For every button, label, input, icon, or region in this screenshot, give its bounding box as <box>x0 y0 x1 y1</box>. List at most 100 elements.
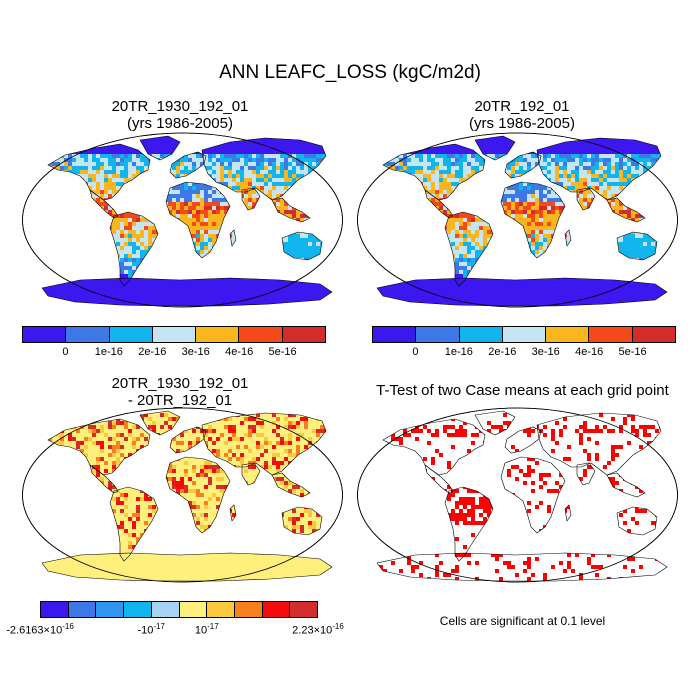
coastline-india <box>576 187 596 211</box>
coastline-camerica <box>424 189 454 219</box>
panel-title-diff: 20TR_1930_192_01 - 20TR_192_01 <box>30 375 330 409</box>
coastline-samerica <box>444 486 494 562</box>
coastline-africa <box>165 181 231 259</box>
colorbar-diff: -2.6163×10-16 -10-17 10-17 2.23×10-16 <box>6 601 344 641</box>
colorbar-swatch <box>459 327 503 342</box>
colorbar-swatch <box>589 327 633 342</box>
coastline-australia <box>616 231 658 261</box>
coastline-camerica <box>89 189 119 219</box>
colorbar-swatch <box>632 327 675 342</box>
coastline-europe <box>504 151 542 179</box>
colorbar-tick-exponent: -16 <box>332 622 344 631</box>
colorbar-tick-exponent: -17 <box>207 622 219 631</box>
coastline-africa <box>500 181 566 259</box>
coastline-namerica <box>47 418 151 476</box>
coastline-madagascar <box>229 229 237 247</box>
panel-title-ttest: T-Test of two Case means at each grid po… <box>350 382 695 399</box>
coastline-seasia <box>271 472 311 498</box>
panel-title-diff-line1: 20TR_1930_192_01 <box>111 375 249 392</box>
colorbar-tick: 3e-16 <box>531 346 560 358</box>
coastline-africa <box>165 456 231 534</box>
coastline-antarctica <box>376 277 668 307</box>
colorbar-tick-base: -2.6163×10 <box>6 624 63 637</box>
colorbar-swatch <box>262 602 291 617</box>
colorbar-tick-exponent: -17 <box>153 622 165 631</box>
colorbar-case2: 0 1e-16 2e-16 3e-16 4e-16 5e-16 <box>372 326 676 366</box>
colorbar-tick-exponent: -16 <box>62 622 74 631</box>
coastline-europe <box>169 151 207 179</box>
colorbar-swatch <box>282 327 325 342</box>
coastline-camerica <box>89 464 119 494</box>
colorbar-swatch <box>109 327 153 342</box>
coastline-samerica <box>109 211 159 287</box>
map-diff <box>22 407 343 583</box>
significance-note: Cells are significant at 0.1 level <box>439 614 606 628</box>
colorbar-case1: 0 1e-16 2e-16 3e-16 4e-16 5e-16 <box>22 326 326 366</box>
coastline-greenland <box>139 410 181 436</box>
colorbar-tick: 0 <box>62 346 69 358</box>
panel-title-case2-line2: (yrs 1986-2005) <box>469 115 575 132</box>
map-ttest <box>357 407 678 583</box>
colorbar-swatch <box>546 327 590 342</box>
colorbar-diff-swatches <box>40 601 318 618</box>
panel-title-case1: 20TR_1930_192_01 (yrs 1986-2005) <box>30 98 330 132</box>
coastline-namerica <box>382 418 486 476</box>
colorbar-swatch <box>196 327 240 342</box>
coastline-madagascar <box>564 504 572 522</box>
colorbar-case1-swatches <box>22 326 326 343</box>
coastline-asia <box>201 137 327 201</box>
colorbar-tick: -2.6163×10-16 <box>6 622 74 637</box>
colorbar-tick: 2e-16 <box>488 346 517 358</box>
panel-title-case2: 20TR_192_01 (yrs 1986-2005) <box>372 98 672 132</box>
coastline-africa <box>500 456 566 534</box>
colorbar-tick-base: -10 <box>137 624 154 637</box>
coastline-seasia <box>271 197 311 223</box>
colorbar-swatch <box>373 327 417 342</box>
coastline-asia <box>536 412 662 476</box>
colorbar-tick: 10-17 <box>195 622 219 637</box>
coastline-europe <box>504 426 542 454</box>
coastline-antarctica <box>376 552 668 582</box>
panel-title-case2-line1: 20TR_192_01 <box>474 98 570 115</box>
colorbar-swatch <box>239 327 283 342</box>
colorbar-tick: 0 <box>412 346 419 358</box>
coastline-greenland <box>139 135 181 161</box>
coastline-india <box>241 187 261 211</box>
colorbar-tick-base: 2.23×10 <box>292 624 333 637</box>
colorbar-tick: 1e-16 <box>444 346 473 358</box>
coastline-samerica <box>444 211 494 287</box>
colorbar-swatch <box>151 602 180 617</box>
colorbar-tick-base: 10 <box>194 624 208 637</box>
coastline-antarctica <box>41 277 333 307</box>
colorbar-swatch <box>416 327 460 342</box>
colorbar-case2-swatches <box>372 326 676 343</box>
coastline-madagascar <box>229 504 237 522</box>
colorbar-swatch <box>152 327 197 342</box>
colorbar-tick: 5e-16 <box>618 346 647 358</box>
map-case1 <box>22 132 343 308</box>
colorbar-swatch <box>124 602 152 617</box>
coastline-madagascar <box>564 229 572 247</box>
coastline-greenland <box>474 410 516 436</box>
coastline-namerica <box>382 143 486 201</box>
colorbar-swatch <box>207 602 235 617</box>
colorbar-swatch <box>179 602 208 617</box>
colorbar-tick: 2e-16 <box>138 346 167 358</box>
coastline-seasia <box>606 197 646 223</box>
colorbar-tick: 2.23×10-16 <box>292 622 344 637</box>
panel-title-ttest-line1: T-Test of two Case means at each grid po… <box>376 382 669 399</box>
coastline-camerica <box>424 464 454 494</box>
panel-title-case1-line1: 20TR_1930_192_01 <box>111 98 249 115</box>
colorbar-swatch <box>290 602 318 617</box>
colorbar-tick: 4e-16 <box>225 346 254 358</box>
map-case2 <box>357 132 678 308</box>
figure-title: ANN LEAFC_LOSS (kgC/m2d) <box>219 62 481 83</box>
colorbar-tick: 1e-16 <box>94 346 123 358</box>
colorbar-tick: 4e-16 <box>575 346 604 358</box>
coastline-seasia <box>606 472 646 498</box>
coastline-greenland <box>474 135 516 161</box>
coastline-namerica <box>47 143 151 201</box>
colorbar-swatch <box>96 602 125 617</box>
panel-title-diff-line2: - 20TR_192_01 <box>127 392 233 409</box>
colorbar-tick: 3e-16 <box>181 346 210 358</box>
